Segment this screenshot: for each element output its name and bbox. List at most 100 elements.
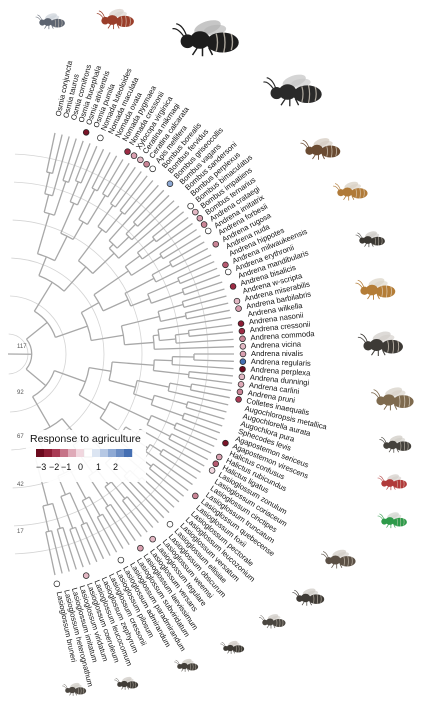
tree-branch [52, 503, 61, 529]
tree-branch [155, 254, 212, 283]
tree-branch [152, 211, 185, 238]
tree-branch [137, 194, 170, 227]
tree-branch [151, 291, 184, 304]
age-label: 42 [17, 482, 24, 488]
response-dot [236, 388, 244, 396]
tree-branch [151, 414, 176, 427]
tree-branch [69, 529, 84, 568]
legend-swatch [92, 449, 101, 457]
bee-photo [333, 181, 368, 201]
legend-swatch [68, 449, 77, 457]
tree-branch [169, 382, 192, 388]
tree-branch [121, 315, 160, 327]
tree-branch [122, 500, 148, 533]
tree-branch [159, 228, 197, 255]
tree-branch [32, 396, 51, 428]
tree-branch [123, 475, 165, 519]
tree-branch [168, 390, 229, 406]
tree-branch [44, 172, 51, 194]
tree-branch [190, 389, 230, 399]
response-dot [222, 261, 229, 269]
tree-branch [78, 189, 96, 220]
response-dot [215, 453, 223, 461]
tree-branch [191, 383, 232, 392]
age-ring [14, 153, 209, 555]
bee-photo [220, 640, 245, 654]
legend-swatch [52, 449, 61, 457]
tree-branch [176, 338, 234, 344]
species-label: Andrena nivalis [251, 349, 303, 358]
bee-photo [174, 658, 199, 672]
response-dot [212, 460, 220, 468]
tree-branch [102, 513, 124, 549]
tree-branch [86, 195, 106, 225]
response-dot [239, 358, 247, 365]
tree-branch [136, 379, 170, 388]
tree-branch [182, 274, 221, 290]
tree-branch [76, 148, 105, 206]
response-dot [53, 580, 61, 588]
response-dot [208, 467, 216, 474]
tree-branch [124, 277, 155, 294]
tree-branch [109, 401, 150, 421]
response-dot [187, 202, 194, 210]
tree-branch [55, 325, 88, 338]
tree-branch [109, 504, 136, 542]
tree-branch [186, 309, 230, 320]
response-dot [166, 180, 174, 187]
tree-branch [124, 255, 141, 268]
response-dot [235, 396, 242, 403]
tree-branch [81, 302, 100, 314]
tree-branch [105, 507, 130, 546]
red-bee-photo [377, 474, 407, 491]
tree-branch [189, 371, 233, 377]
species-label: Andrena vicina [251, 339, 302, 350]
tree-branch [149, 468, 185, 497]
age-label: 17 [17, 529, 24, 535]
tree-branch [46, 132, 56, 173]
tree-branch [141, 222, 193, 260]
tree-branch [104, 486, 142, 537]
tree-branch [62, 138, 77, 181]
tree-branch [185, 302, 229, 314]
response-dot [137, 156, 144, 164]
tree-branch [108, 243, 114, 249]
legend-tick: 0 [78, 462, 83, 472]
age-label: 117 [17, 344, 27, 350]
tree-branch [184, 412, 223, 427]
tree-branch [105, 212, 123, 234]
tree-branch [183, 295, 227, 308]
agriculture-legend: Response to agriculture −3 −2 −1 0 1 2 [26, 430, 146, 482]
tree-branch [54, 235, 68, 261]
tree-branch [188, 376, 233, 384]
bee-photos [35, 8, 414, 696]
tree-branch [26, 321, 48, 340]
tree-branch [36, 213, 50, 254]
tree-branch [157, 303, 184, 313]
tree-branch [110, 481, 126, 500]
tree-branch [102, 299, 129, 312]
legend-ticks: −3 −2 −1 0 1 2 [36, 462, 118, 472]
tree-branch [69, 181, 79, 203]
fly-bee-photo [35, 13, 65, 30]
bee-photo [321, 549, 356, 569]
tree-branch [45, 531, 56, 576]
legend-colorbar [36, 448, 133, 458]
tree-branch [137, 481, 170, 514]
tree-branch [172, 247, 209, 268]
tree-branch [141, 476, 175, 508]
response-dot [237, 320, 245, 327]
tree-branch [139, 428, 205, 467]
response-dot [233, 297, 241, 305]
tree-branch [193, 359, 234, 362]
tree-branch [118, 205, 180, 259]
legend-title: Response to agriculture [30, 433, 141, 445]
tree-branch [80, 524, 98, 563]
tree-branch [51, 136, 70, 196]
tree-branch [93, 270, 129, 296]
response-dot [204, 227, 212, 235]
tree-branch [69, 492, 85, 525]
bee-photo [355, 231, 385, 248]
tree-branch [60, 203, 75, 234]
